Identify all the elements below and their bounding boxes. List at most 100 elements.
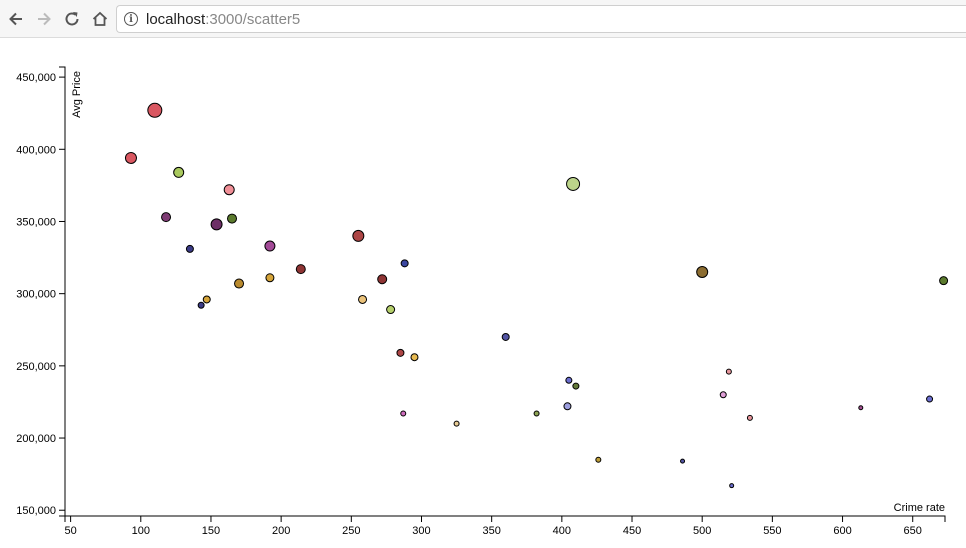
forward-button[interactable]	[32, 7, 56, 31]
forward-arrow-icon	[38, 12, 51, 26]
back-button[interactable]	[4, 7, 28, 31]
x-axis-label: Crime rate	[894, 502, 945, 514]
data-point	[358, 294, 368, 304]
data-point	[572, 382, 580, 390]
data-point	[400, 410, 407, 417]
x-tick: 100	[132, 516, 150, 537]
data-point	[729, 483, 735, 489]
y-tick-label: 200,000	[16, 433, 56, 445]
y-tick: 400,000	[16, 144, 65, 156]
x-tick: 200	[272, 516, 290, 537]
reload-button[interactable]	[60, 7, 84, 31]
x-tick-label: 50	[64, 525, 76, 537]
data-point	[696, 266, 709, 279]
x-tick-label: 400	[553, 525, 571, 537]
data-point	[595, 456, 602, 463]
data-point	[680, 458, 686, 464]
x-tick: 500	[693, 516, 711, 537]
x-tick-label: 150	[202, 525, 220, 537]
x-tick: 550	[763, 516, 782, 537]
x-axis: 50 100 150 200 250 300 350 400 450 500 550 600 650 Cr…	[64, 502, 946, 537]
x-axis-line	[64, 515, 946, 522]
data-point	[453, 420, 460, 427]
y-tick-label: 300,000	[16, 289, 56, 301]
data-point	[725, 368, 732, 375]
x-tick: 50	[64, 516, 77, 537]
home-button[interactable]	[88, 7, 112, 31]
data-point	[197, 301, 205, 309]
data-point	[858, 405, 864, 411]
data-point	[396, 348, 405, 357]
data-point	[377, 274, 388, 285]
data-point	[533, 410, 540, 417]
data-point	[386, 305, 396, 315]
y-tick-label: 250,000	[16, 361, 56, 373]
x-tick-label: 300	[412, 525, 430, 537]
browser-toolbar: i localhost:3000/scatter5	[0, 0, 966, 38]
y-tick-label: 450,000	[16, 72, 56, 84]
data-point	[210, 218, 223, 231]
x-tick-label: 350	[482, 525, 500, 537]
y-tick-label: 400,000	[16, 144, 56, 156]
scatter-chart: 150,000 200,000 250,000 300,000 350,000 400,0…	[16, 66, 949, 537]
data-point	[566, 176, 581, 191]
url-path: :3000/scatter5	[205, 10, 301, 28]
x-tick-label: 200	[272, 525, 290, 537]
x-tick: 400	[553, 516, 571, 537]
y-tick: 200,000	[16, 433, 65, 445]
data-point	[746, 414, 753, 421]
data-point	[926, 395, 934, 403]
x-tick: 250	[342, 516, 360, 537]
data-point	[124, 151, 137, 164]
data-point	[400, 259, 409, 268]
reload-icon	[65, 12, 79, 26]
x-tick-label: 600	[833, 525, 851, 537]
data-point	[185, 244, 194, 253]
y-tick: 250,000	[16, 361, 65, 373]
data-point	[295, 264, 306, 275]
data-point	[265, 273, 275, 283]
x-tick-label: 100	[132, 525, 150, 537]
x-tick: 450	[623, 516, 641, 537]
data-point	[227, 213, 238, 224]
y-tick: 300,000	[16, 289, 65, 301]
data-point	[202, 295, 211, 304]
data-point	[352, 229, 365, 242]
home-icon	[92, 11, 108, 26]
data-points	[124, 102, 949, 489]
data-point	[939, 276, 949, 286]
x-tick: 300	[412, 516, 431, 537]
y-axis: 150,000 200,000 250,000 300,000 350,000 400,0…	[16, 66, 83, 517]
data-point	[173, 166, 185, 178]
url-host: localhost	[146, 10, 206, 28]
y-axis-line	[59, 66, 66, 517]
x-tick-label: 650	[904, 525, 922, 537]
x-tick-label: 550	[763, 525, 781, 537]
data-point	[161, 212, 172, 223]
x-tick-label: 450	[623, 525, 641, 537]
y-axis-label: Avg Price	[71, 71, 83, 118]
data-point	[264, 240, 276, 252]
data-point	[719, 391, 727, 399]
data-point	[234, 278, 245, 289]
x-tick-label: 500	[693, 525, 711, 537]
y-tick: 350,000	[16, 216, 65, 228]
x-tick: 350	[482, 516, 501, 537]
y-tick-label: 350,000	[16, 216, 56, 228]
x-tick: 650	[904, 516, 922, 537]
y-tick-label: 150,000	[16, 505, 56, 517]
info-icon[interactable]: i	[124, 12, 138, 26]
address-bar[interactable]: i localhost:3000/scatter5	[116, 5, 966, 33]
data-point	[223, 184, 235, 196]
data-point	[410, 353, 419, 362]
x-tick: 600	[833, 516, 852, 537]
x-tick: 150	[202, 516, 220, 537]
data-point	[563, 402, 572, 411]
data-point	[147, 102, 163, 118]
back-arrow-icon	[9, 12, 22, 26]
y-tick: 450,000	[16, 72, 65, 84]
plot-area: 150,000 200,000 250,000 300,000 350,000 400,0…	[16, 66, 949, 537]
y-tick: 150,000	[16, 505, 65, 517]
data-point	[501, 332, 510, 341]
data-point	[565, 376, 573, 384]
